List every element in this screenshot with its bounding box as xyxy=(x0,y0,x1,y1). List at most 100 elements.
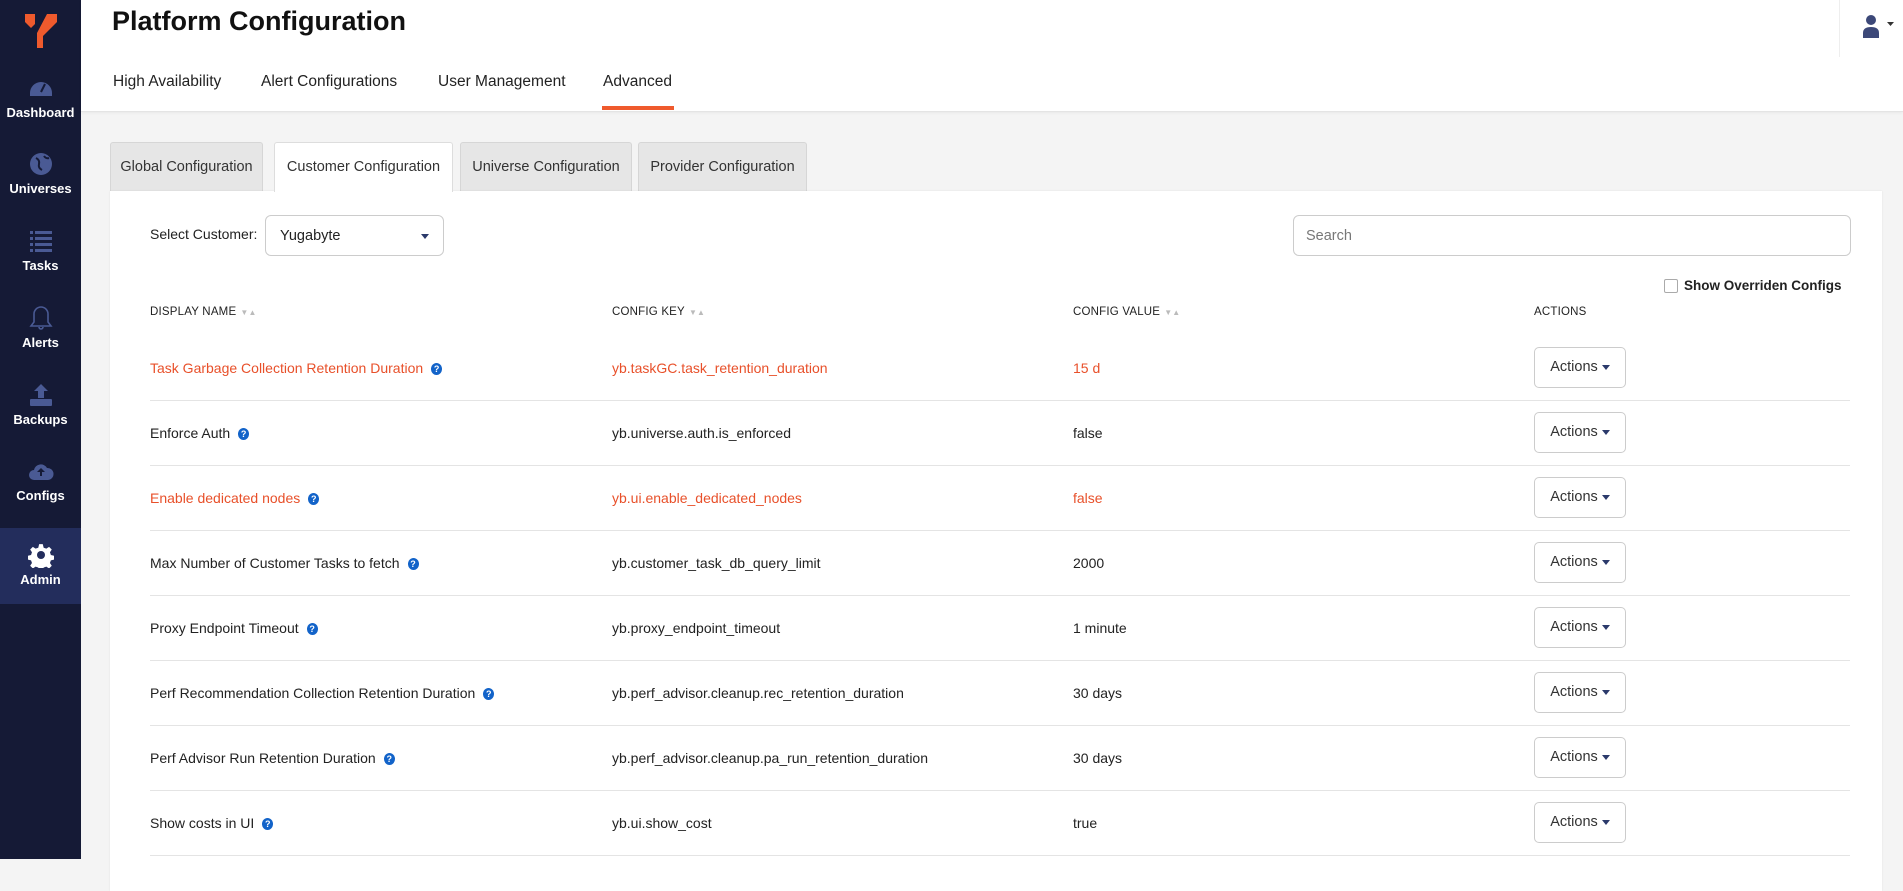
cloud-upload-icon xyxy=(28,458,54,484)
config-value-cell: false xyxy=(1073,425,1103,441)
sidebar-item-label: Tasks xyxy=(22,258,59,273)
yugabyte-logo[interactable] xyxy=(23,14,59,48)
display-name-cell: Enforce Auth? xyxy=(150,425,250,441)
table-row: Perf Recommendation Collection Retention… xyxy=(150,661,1850,726)
config-key-cell: yb.customer_task_db_query_limit xyxy=(612,555,821,571)
config-key-cell: yb.proxy_endpoint_timeout xyxy=(612,620,781,636)
sidebar-item-label: Admin xyxy=(20,572,61,587)
sidebar-item-alerts[interactable]: Alerts xyxy=(0,291,81,367)
actions-button[interactable]: Actions xyxy=(1534,607,1626,648)
help-icon[interactable]: ? xyxy=(407,558,419,570)
display-name: Perf Recommendation Collection Retention… xyxy=(150,685,476,701)
actions-button[interactable]: Actions xyxy=(1534,737,1626,778)
customer-select[interactable]: Yugabyte xyxy=(265,215,444,256)
actions-label: Actions xyxy=(1550,749,1598,765)
user-icon xyxy=(1863,15,1894,38)
user-menu[interactable] xyxy=(1859,12,1899,40)
header-config-key[interactable]: CONFIG KEY ▼▲ xyxy=(612,306,705,318)
sidebar-item-backups[interactable]: Backups xyxy=(0,368,81,444)
config-value-cell: 2000 xyxy=(1073,555,1105,571)
header-display-name[interactable]: DISPLAY NAME ▼▲ xyxy=(150,306,257,318)
tab-advanced[interactable]: Advanced xyxy=(603,73,672,90)
caret-down-icon xyxy=(1601,690,1610,699)
sidebar-item-configs[interactable]: Configs xyxy=(0,444,81,520)
actions-button[interactable]: Actions xyxy=(1534,477,1626,518)
sidebar-item-tasks[interactable]: Tasks xyxy=(0,214,81,290)
caret-down-icon xyxy=(421,234,429,243)
display-name: Proxy Endpoint Timeout xyxy=(150,620,299,636)
sort-icon: ▼▲ xyxy=(688,308,706,317)
help-icon[interactable]: ? xyxy=(383,753,395,765)
display-name: Enforce Auth xyxy=(150,425,231,441)
config-value-cell: 30 days xyxy=(1073,750,1123,766)
config-key-cell: yb.ui.enable_dedicated_nodes xyxy=(612,490,802,506)
show-overridden-label[interactable]: Show Overriden Configs xyxy=(1684,278,1842,293)
actions-button[interactable]: Actions xyxy=(1534,542,1626,583)
table-row: Enable dedicated nodes? yb.ui.enable_dedi… xyxy=(150,466,1850,531)
help-icon[interactable]: ? xyxy=(238,428,250,440)
select-customer-label: Select Customer: xyxy=(150,226,258,242)
active-tab-indicator xyxy=(602,106,674,110)
sidebar-item-dashboard[interactable]: Dashboard xyxy=(0,61,81,137)
table-row: Proxy Endpoint Timeout? yb.proxy_endpoint… xyxy=(150,596,1850,661)
actions-label: Actions xyxy=(1550,359,1598,375)
config-value-cell: false xyxy=(1073,490,1103,506)
table-row: Task Garbage Collection Retention Durati… xyxy=(150,336,1850,401)
display-name-cell: Enable dedicated nodes? xyxy=(150,490,320,506)
tab-user-management[interactable]: User Management xyxy=(438,73,566,90)
bell-icon xyxy=(28,305,54,331)
sidebar: Dashboard Universes Tasks Alerts Backups Conf… xyxy=(0,0,81,859)
display-name-cell: Perf Advisor Run Retention Duration? xyxy=(150,750,395,766)
header-actions: ACTIONS xyxy=(1534,306,1587,318)
config-key-cell: yb.universe.auth.is_enforced xyxy=(612,425,791,441)
config-panel: Select Customer: Yugabyte Show Overriden… xyxy=(110,191,1882,891)
actions-button[interactable]: Actions xyxy=(1534,802,1626,843)
actions-label: Actions xyxy=(1550,814,1598,830)
help-icon[interactable]: ? xyxy=(308,493,320,505)
tab-high-availability[interactable]: High Availability xyxy=(113,73,222,90)
actions-button[interactable]: Actions xyxy=(1534,347,1626,388)
sidebar-item-universes[interactable]: Universes xyxy=(0,137,81,213)
display-name: Show costs in UI xyxy=(150,815,255,831)
page-title: Platform Configuration xyxy=(112,6,406,36)
sidebar-item-label: Backups xyxy=(13,412,68,427)
subtab-provider-configuration[interactable]: Provider Configuration xyxy=(638,142,807,191)
header-label: CONFIG KEY xyxy=(612,306,685,318)
caret-down-icon xyxy=(1601,755,1610,764)
actions-button[interactable]: Actions xyxy=(1534,412,1626,453)
actions-label: Actions xyxy=(1550,424,1598,440)
show-overridden-checkbox[interactable] xyxy=(1664,279,1678,293)
config-key-cell: yb.perf_advisor.cleanup.rec_retention_du… xyxy=(612,685,904,701)
display-name-cell: Max Number of Customer Tasks to fetch? xyxy=(150,555,419,571)
header-config-value[interactable]: CONFIG VALUE ▼▲ xyxy=(1073,306,1180,318)
sort-icon: ▼▲ xyxy=(240,308,257,317)
help-icon[interactable]: ? xyxy=(483,688,495,700)
header-label: CONFIG VALUE xyxy=(1073,306,1161,318)
sidebar-item-admin[interactable]: Admin xyxy=(0,528,81,604)
help-icon[interactable]: ? xyxy=(431,363,443,375)
config-value-cell: 1 minute xyxy=(1073,620,1127,636)
table-row: Perf Advisor Run Retention Duration? yb.p… xyxy=(150,726,1850,791)
help-icon[interactable]: ? xyxy=(262,818,274,830)
subtab-customer-configuration[interactable]: Customer Configuration xyxy=(274,142,453,192)
display-name-cell: Perf Recommendation Collection Retention… xyxy=(150,685,495,701)
actions-button[interactable]: Actions xyxy=(1534,672,1626,713)
dashboard-icon xyxy=(28,75,54,101)
config-key-cell: yb.perf_advisor.cleanup.pa_run_retention… xyxy=(612,750,929,766)
table-row: Enforce Auth? yb.universe.auth.is_enforce… xyxy=(150,401,1850,466)
subtab-universe-configuration[interactable]: Universe Configuration xyxy=(460,142,632,191)
header-label: DISPLAY NAME xyxy=(150,306,237,318)
help-icon[interactable]: ? xyxy=(306,623,318,635)
caret-down-icon xyxy=(1601,625,1610,634)
subtab-global-configuration[interactable]: Global Configuration xyxy=(110,142,263,191)
actions-label: Actions xyxy=(1550,619,1598,635)
globe-icon xyxy=(28,151,54,177)
actions-label: Actions xyxy=(1550,489,1598,505)
display-name: Max Number of Customer Tasks to fetch xyxy=(150,555,400,571)
sidebar-item-label: Alerts xyxy=(22,335,59,350)
sidebar-item-label: Dashboard xyxy=(6,105,75,120)
tab-alert-configurations[interactable]: Alert Configurations xyxy=(261,73,398,90)
config-key-cell: yb.ui.show_cost xyxy=(612,815,712,831)
search-input[interactable] xyxy=(1293,215,1851,256)
header: Platform Configuration High Availability… xyxy=(81,0,1903,112)
